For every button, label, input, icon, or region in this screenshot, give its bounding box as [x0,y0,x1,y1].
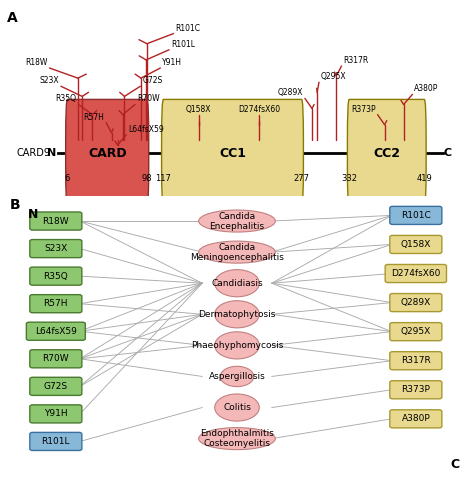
Ellipse shape [199,241,275,263]
Text: 419: 419 [417,174,432,184]
Text: C: C [451,458,460,471]
FancyBboxPatch shape [347,99,426,207]
Text: CARD: CARD [88,146,127,159]
Text: Aspergillosis: Aspergillosis [209,372,265,381]
Text: 332: 332 [341,174,357,184]
Text: B: B [9,199,20,213]
Text: Colitis: Colitis [223,403,251,412]
Text: R101L: R101L [171,40,195,49]
Text: R101L: R101L [42,437,70,446]
Text: D274fsX60: D274fsX60 [391,269,440,278]
Text: S23X: S23X [39,76,59,85]
Text: 277: 277 [293,174,310,184]
Ellipse shape [199,427,275,450]
FancyBboxPatch shape [162,99,303,207]
FancyBboxPatch shape [390,352,442,370]
Text: Candidiasis: Candidiasis [211,279,263,288]
Text: Y91H: Y91H [162,58,182,67]
Text: R57H: R57H [83,113,104,122]
Text: Phaeohyphomycosis: Phaeohyphomycosis [191,341,283,350]
FancyBboxPatch shape [30,350,82,368]
Text: Y91H: Y91H [44,410,68,418]
Text: R317R: R317R [401,356,431,365]
Text: Q295X: Q295X [321,72,346,81]
Text: CC1: CC1 [219,146,246,159]
Text: Q289X: Q289X [401,298,431,307]
Text: R317R: R317R [343,56,369,65]
Text: A: A [7,11,17,25]
Text: 98: 98 [142,174,152,184]
FancyBboxPatch shape [30,377,82,396]
Circle shape [215,332,259,359]
Text: R373P: R373P [401,385,430,394]
Text: L64fsX59: L64fsX59 [35,327,77,336]
Text: Q158X: Q158X [401,240,431,249]
Circle shape [215,301,259,328]
Text: R70W: R70W [43,355,69,363]
FancyBboxPatch shape [30,240,82,257]
Text: CC2: CC2 [373,146,400,159]
Text: A380P: A380P [401,414,430,423]
FancyBboxPatch shape [66,99,149,207]
FancyBboxPatch shape [390,381,442,399]
Text: R373P: R373P [351,105,376,114]
FancyBboxPatch shape [30,295,82,313]
Text: R35Q: R35Q [55,95,77,103]
Ellipse shape [199,210,275,232]
Text: S23X: S23X [44,244,67,253]
FancyBboxPatch shape [27,322,85,341]
Text: R35Q: R35Q [44,271,68,281]
Text: Q295X: Q295X [401,327,431,336]
Circle shape [215,394,259,421]
Text: 117: 117 [155,174,171,184]
Text: R57H: R57H [44,299,68,308]
Circle shape [215,270,259,297]
Text: A380P: A380P [414,85,438,93]
Text: CARD9: CARD9 [16,148,50,158]
Text: L64fsX59: L64fsX59 [128,125,164,134]
Circle shape [220,366,254,386]
Text: Endophthalmitis
Costeomyelitis: Endophthalmitis Costeomyelitis [200,429,274,448]
Text: Dermatophytosis: Dermatophytosis [198,310,276,319]
Text: Q289X: Q289X [278,88,303,98]
FancyBboxPatch shape [30,267,82,285]
Text: R70W: R70W [137,95,160,103]
FancyBboxPatch shape [390,410,442,428]
Text: Candida
Meningoencephalitis: Candida Meningoencephalitis [190,242,284,262]
FancyBboxPatch shape [390,294,442,312]
Text: N: N [47,148,56,158]
FancyBboxPatch shape [390,206,442,225]
Text: 6: 6 [65,174,70,184]
Text: Q158X: Q158X [186,105,211,114]
Text: G72S: G72S [44,382,68,391]
FancyBboxPatch shape [390,235,442,254]
FancyBboxPatch shape [30,432,82,451]
Text: G72S: G72S [142,76,163,85]
Text: Candida
Encephalitis: Candida Encephalitis [210,212,264,230]
Text: R101C: R101C [401,211,431,220]
Text: R18W: R18W [43,216,69,226]
FancyBboxPatch shape [30,405,82,423]
FancyBboxPatch shape [385,265,447,283]
Text: R18W: R18W [25,58,48,67]
FancyBboxPatch shape [390,323,442,341]
FancyBboxPatch shape [30,212,82,230]
Text: D274fsX60: D274fsX60 [238,105,280,114]
Text: C: C [443,148,451,158]
Text: N: N [27,208,38,221]
Text: R101C: R101C [175,24,200,32]
